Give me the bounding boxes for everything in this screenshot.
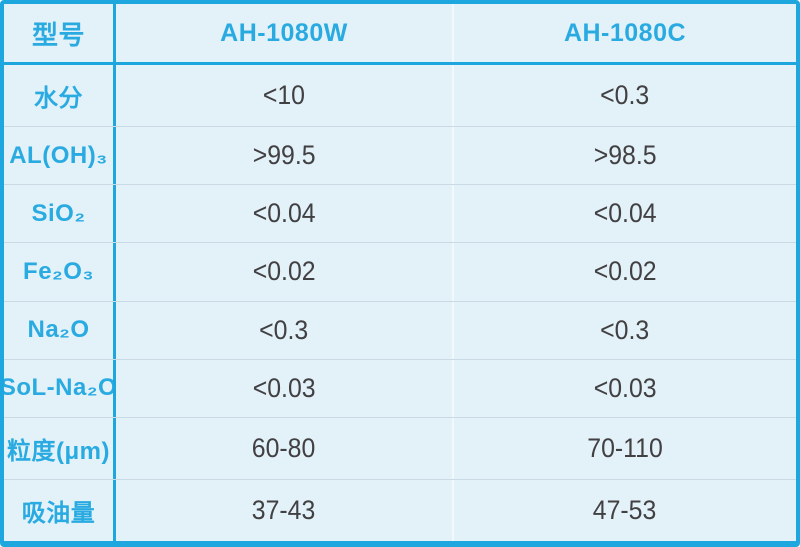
value-ah1080c: >98.5 bbox=[593, 140, 657, 171]
row-label-cell: AL(OH)₃ bbox=[4, 127, 116, 185]
row-label-cell: 粒度(μm) bbox=[4, 417, 116, 479]
value-ah1080c: <0.04 bbox=[593, 198, 657, 229]
table-row-oil-absorption: 吸油量 37-43 47-53 bbox=[4, 478, 796, 541]
table-row-aloh3: AL(OH)₃ >99.5 >98.5 bbox=[4, 126, 796, 185]
value-cell-ah1080c: <0.03 bbox=[454, 360, 796, 417]
value-ah1080w: <0.02 bbox=[252, 256, 316, 287]
value-cell-ah1080w: 60-80 bbox=[116, 417, 454, 479]
value-cell-ah1080w: <10 bbox=[116, 65, 454, 127]
header-product-w-label: AH-1080W bbox=[220, 18, 348, 47]
table-row-na2o: Na₂O <0.3 <0.3 bbox=[4, 300, 796, 359]
value-ah1080c: <0.3 bbox=[600, 314, 650, 345]
row-label-cell: Na₂O bbox=[4, 301, 116, 359]
header-product-w-cell: AH-1080W bbox=[116, 4, 454, 62]
value-cell-ah1080c: <0.3 bbox=[454, 302, 796, 359]
value-cell-ah1080w: <0.03 bbox=[116, 359, 454, 417]
value-ah1080w: 37-43 bbox=[252, 494, 316, 525]
value-ah1080c: 70-110 bbox=[587, 432, 663, 463]
value-ah1080w: <10 bbox=[262, 80, 306, 111]
value-cell-ah1080c: <0.3 bbox=[454, 65, 796, 126]
value-ah1080w: <0.03 bbox=[252, 372, 316, 403]
table-header-row: 型号 AH-1080W AH-1080C bbox=[4, 4, 796, 65]
table-row-fe2o3: Fe₂O₃ <0.02 <0.02 bbox=[4, 242, 796, 301]
row-label: AL(OH)₃ bbox=[9, 141, 108, 169]
value-cell-ah1080w: 37-43 bbox=[116, 479, 454, 541]
value-cell-ah1080c: 47-53 bbox=[454, 480, 796, 541]
value-ah1080w: 60-80 bbox=[252, 432, 316, 463]
header-product-c-label: AH-1080C bbox=[563, 18, 687, 47]
header-model-label: 型号 bbox=[31, 19, 85, 50]
header-model-cell: 型号 bbox=[4, 4, 116, 62]
value-ah1080w: >99.5 bbox=[252, 140, 316, 171]
value-cell-ah1080w: <0.02 bbox=[116, 243, 454, 301]
row-label-cell: 水分 bbox=[4, 65, 116, 127]
value-cell-ah1080w: <0.04 bbox=[116, 185, 454, 243]
row-label: 粒度(μm) bbox=[6, 437, 110, 465]
value-cell-ah1080c: 70-110 bbox=[454, 418, 796, 479]
table-row-particle-size: 粒度(μm) 60-80 70-110 bbox=[4, 416, 796, 479]
value-cell-ah1080w: >99.5 bbox=[116, 127, 454, 185]
header-product-c-cell: AH-1080C bbox=[454, 4, 796, 62]
value-cell-ah1080c: >98.5 bbox=[454, 127, 796, 184]
row-label-cell: SoL-Na₂O bbox=[4, 359, 116, 417]
row-label: Fe₂O₃ bbox=[23, 257, 94, 285]
value-ah1080w: <0.3 bbox=[259, 314, 309, 345]
value-ah1080w: <0.04 bbox=[252, 198, 316, 229]
value-cell-ah1080c: <0.04 bbox=[454, 185, 796, 242]
value-ah1080c: <0.3 bbox=[600, 80, 650, 111]
row-label: SoL-Na₂O bbox=[4, 374, 116, 402]
value-cell-ah1080c: <0.02 bbox=[454, 243, 796, 300]
row-label: SiO₂ bbox=[31, 199, 86, 227]
row-label: Na₂O bbox=[27, 316, 90, 344]
value-ah1080c: <0.02 bbox=[593, 256, 657, 287]
row-label: 吸油量 bbox=[21, 499, 96, 527]
row-label-cell: 吸油量 bbox=[4, 479, 116, 541]
row-label-cell: SiO₂ bbox=[4, 185, 116, 243]
value-ah1080c: 47-53 bbox=[593, 494, 657, 525]
table-row-moisture: 水分 <10 <0.3 bbox=[4, 65, 796, 127]
table-row-sio2: SiO₂ <0.04 <0.04 bbox=[4, 184, 796, 243]
value-ah1080c: <0.03 bbox=[593, 372, 657, 403]
row-label-cell: Fe₂O₃ bbox=[4, 243, 116, 301]
value-cell-ah1080w: <0.3 bbox=[116, 301, 454, 359]
row-label: 水分 bbox=[34, 85, 83, 113]
table-row-sol-na2o: SoL-Na₂O <0.03 <0.03 bbox=[4, 358, 796, 417]
